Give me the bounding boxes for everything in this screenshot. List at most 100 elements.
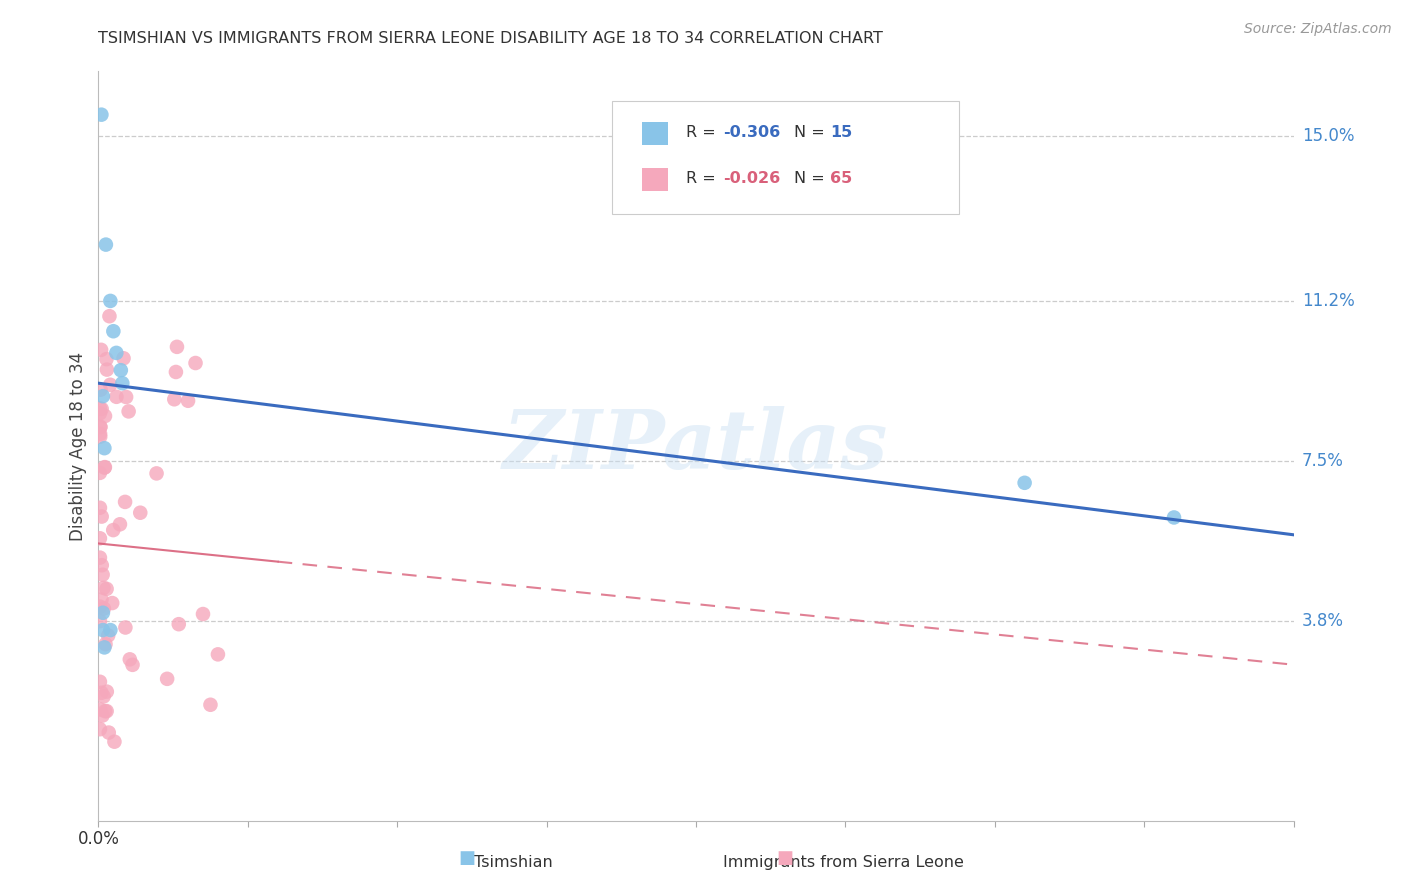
Point xyxy=(93,690,115,704)
Point xyxy=(90,686,112,700)
Point xyxy=(90,401,112,416)
Point xyxy=(115,390,138,404)
Text: TSIMSHIAN VS IMMIGRANTS FROM SIERRA LEONE DISABILITY AGE 18 TO 34 CORRELATION CH: TSIMSHIAN VS IMMIGRANTS FROM SIERRA LEON… xyxy=(98,31,883,46)
Point xyxy=(98,309,121,323)
Point xyxy=(97,629,120,643)
Text: R =: R = xyxy=(686,170,721,186)
Point xyxy=(103,734,125,748)
Point xyxy=(90,558,112,573)
Y-axis label: Disability Age 18 to 34: Disability Age 18 to 34 xyxy=(69,351,87,541)
Point xyxy=(89,674,111,689)
Point xyxy=(89,550,111,565)
Point xyxy=(96,704,118,718)
Point xyxy=(94,237,117,252)
Text: -0.306: -0.306 xyxy=(724,125,780,140)
Point xyxy=(96,362,118,376)
Point xyxy=(103,523,125,537)
Point xyxy=(111,376,134,391)
Text: 15: 15 xyxy=(830,125,852,140)
Point xyxy=(91,567,114,582)
Point xyxy=(90,509,112,524)
Text: -0.026: -0.026 xyxy=(724,170,780,186)
Point xyxy=(145,467,167,481)
Point xyxy=(93,581,115,595)
Point xyxy=(163,392,186,407)
Point xyxy=(207,648,229,662)
FancyBboxPatch shape xyxy=(613,102,959,214)
Point xyxy=(114,495,136,509)
Text: 11.2%: 11.2% xyxy=(1302,292,1354,310)
Point xyxy=(89,614,111,628)
Text: 65: 65 xyxy=(830,170,852,186)
Point xyxy=(93,601,115,615)
Point xyxy=(112,351,135,366)
Point xyxy=(191,607,214,621)
Point xyxy=(90,343,112,357)
Point xyxy=(117,404,139,418)
Point xyxy=(90,592,112,607)
Point xyxy=(94,460,117,475)
FancyBboxPatch shape xyxy=(643,122,668,145)
Text: ■: ■ xyxy=(776,849,793,867)
Point xyxy=(200,698,222,712)
Point xyxy=(97,725,120,739)
Point xyxy=(93,640,115,655)
Point xyxy=(96,352,118,367)
Point xyxy=(91,623,114,637)
Point xyxy=(93,441,115,455)
Text: ■: ■ xyxy=(458,849,475,867)
Text: N =: N = xyxy=(794,170,830,186)
Text: Immigrants from Sierra Leone: Immigrants from Sierra Leone xyxy=(723,855,965,870)
Point xyxy=(91,389,114,403)
Point xyxy=(129,506,152,520)
Point xyxy=(177,393,200,408)
Point xyxy=(184,356,207,370)
Text: ZIPatlas: ZIPatlas xyxy=(503,406,889,486)
FancyBboxPatch shape xyxy=(643,168,668,191)
Point xyxy=(121,657,143,672)
Text: 15.0%: 15.0% xyxy=(1302,128,1354,145)
Point xyxy=(110,363,132,377)
Point xyxy=(103,324,125,338)
Point xyxy=(90,108,112,122)
Point xyxy=(105,346,128,360)
Point xyxy=(114,620,136,634)
Point xyxy=(89,420,111,434)
Text: R =: R = xyxy=(686,125,721,140)
Point xyxy=(101,596,124,610)
Text: 3.8%: 3.8% xyxy=(1302,613,1344,631)
Point xyxy=(89,406,111,420)
Point xyxy=(108,517,131,532)
Point xyxy=(105,390,128,404)
Point xyxy=(96,684,118,698)
Point xyxy=(94,637,117,651)
Point xyxy=(96,582,118,596)
Text: Source: ZipAtlas.com: Source: ZipAtlas.com xyxy=(1244,22,1392,37)
Point xyxy=(91,708,114,723)
Point xyxy=(1014,475,1036,490)
Point xyxy=(93,460,115,475)
Point xyxy=(94,409,117,423)
Text: 7.5%: 7.5% xyxy=(1302,452,1344,470)
Point xyxy=(89,420,111,434)
Point xyxy=(98,623,122,637)
Point xyxy=(167,617,190,632)
Point xyxy=(94,704,117,718)
Point xyxy=(89,702,111,716)
Point xyxy=(1163,510,1185,524)
Point xyxy=(89,466,111,480)
Point xyxy=(90,383,112,397)
Point xyxy=(89,722,111,736)
Point xyxy=(89,426,111,441)
Point xyxy=(98,377,121,392)
Point xyxy=(89,430,111,444)
Point xyxy=(165,365,187,379)
Point xyxy=(89,531,111,545)
Point xyxy=(118,652,141,666)
Point xyxy=(89,599,111,614)
Point xyxy=(91,606,114,620)
Point xyxy=(89,500,111,515)
Point xyxy=(166,340,188,354)
Point xyxy=(98,293,122,308)
Point xyxy=(89,401,111,416)
